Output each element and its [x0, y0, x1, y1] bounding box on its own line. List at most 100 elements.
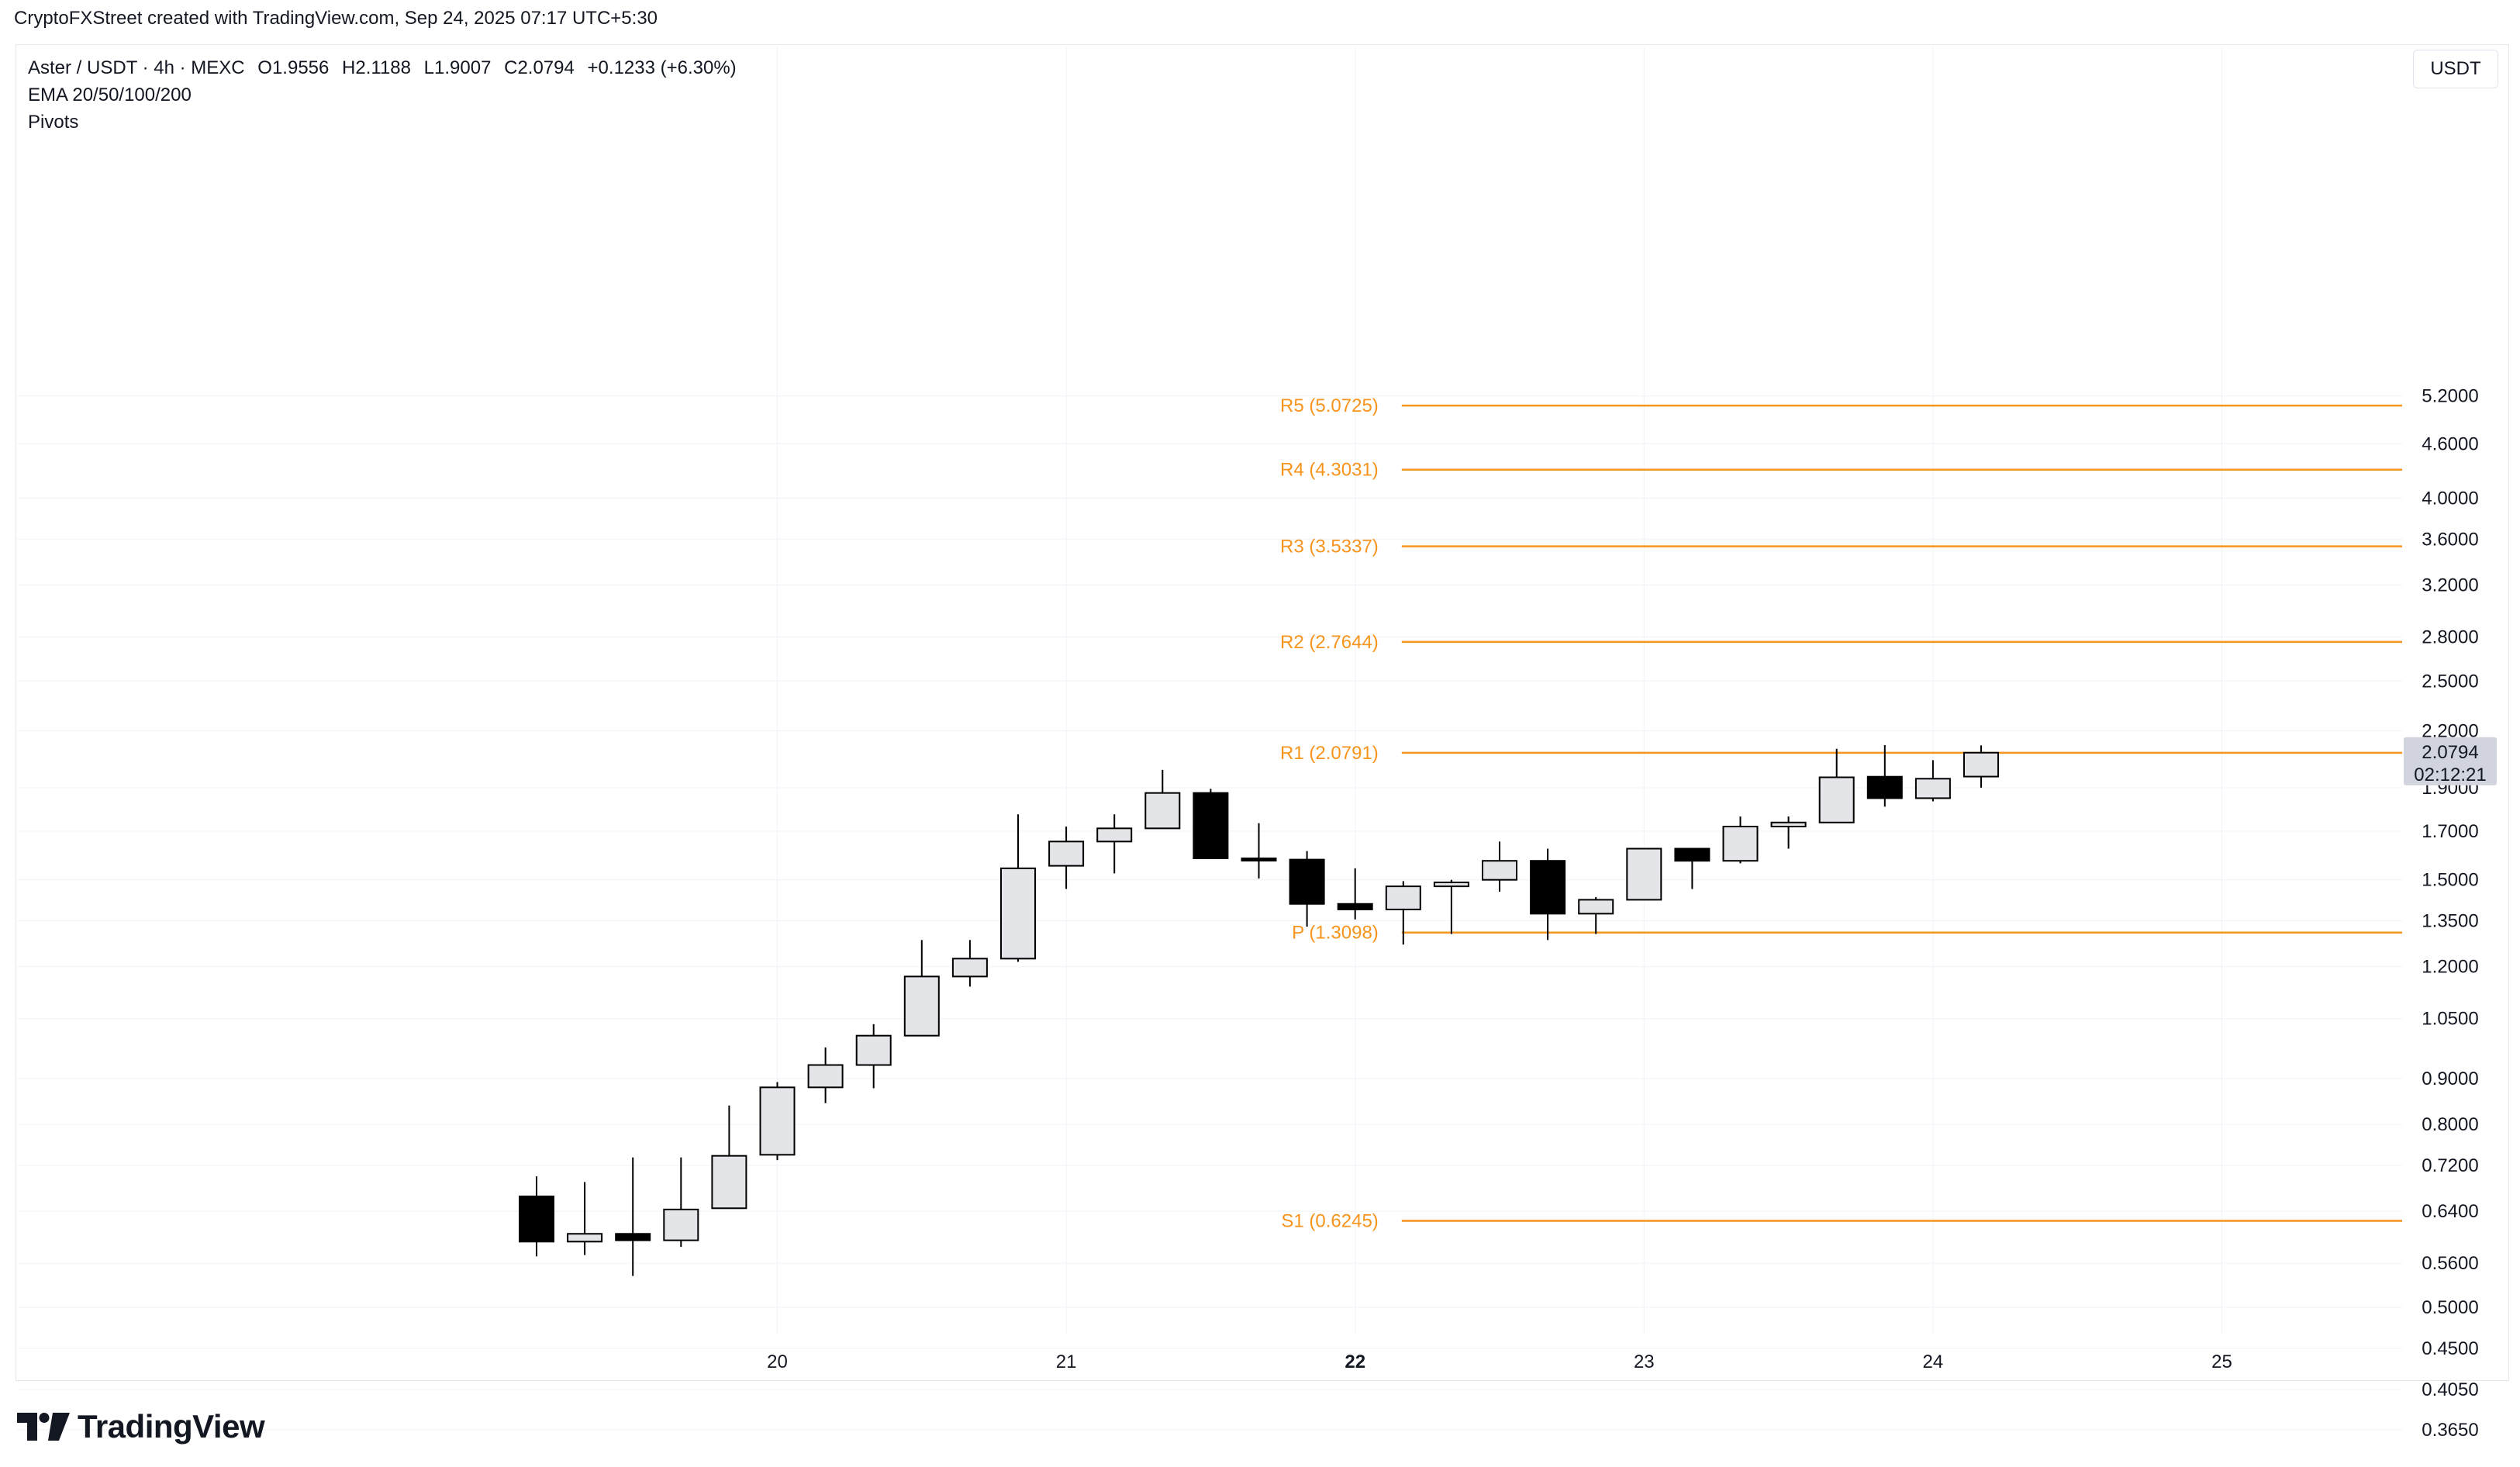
chart-frame[interactable]	[16, 44, 2509, 1381]
candle-body	[1578, 899, 1614, 915]
time-tick-label: 20	[767, 1351, 788, 1372]
candle-body	[1963, 751, 1999, 778]
candle-body	[1096, 827, 1133, 843]
price-tick-label: 1.5000	[2422, 870, 2478, 891]
price-tick-label: 0.5600	[2422, 1253, 2478, 1274]
candle-body	[903, 975, 940, 1037]
price-tick-label: 2.8000	[2422, 626, 2478, 647]
currency-button[interactable]: USDT	[2413, 50, 2498, 88]
candle-body	[807, 1064, 844, 1089]
candle	[1866, 745, 1903, 807]
price-tick-label: 0.9000	[2422, 1068, 2478, 1089]
candle	[1770, 816, 1807, 849]
candle-body	[1866, 775, 1903, 799]
close-value: C2.0794	[504, 57, 575, 78]
symbol-label[interactable]: Aster / USDT · 4h · MEXC	[28, 57, 245, 78]
indicator-pivots-label[interactable]: Pivots	[28, 112, 79, 133]
candle	[519, 1176, 554, 1257]
candle	[1144, 769, 1181, 830]
candle-body	[1048, 841, 1085, 867]
pivot-levels: R5 (5.0725) R4 (4.3031) R3 (3.5337) R2 (2.7…	[1280, 395, 2402, 1232]
countdown-value: 02:12:21	[2414, 765, 2486, 785]
pivot-label: R1 (2.0791)	[1280, 743, 1379, 764]
candle-body	[1000, 867, 1036, 960]
candles	[519, 745, 1999, 1276]
price-tick-label: 1.3500	[2422, 911, 2478, 932]
price-tick-label: 1.0500	[2422, 1009, 2478, 1030]
price-tick-label: 5.2000	[2422, 386, 2478, 407]
candle-body	[1241, 858, 1277, 862]
candle-body	[759, 1086, 796, 1156]
candle	[1385, 881, 1421, 945]
price-tick-label: 0.5000	[2422, 1297, 2478, 1318]
candle	[951, 940, 988, 987]
candle	[1241, 823, 1277, 879]
candle-body	[615, 1233, 651, 1241]
time-tick-label: 22	[1345, 1351, 1365, 1372]
candle-body	[663, 1208, 699, 1241]
candle	[1048, 826, 1085, 889]
last-price-box	[2404, 737, 2497, 785]
candle-body	[855, 1034, 892, 1066]
candle-body	[1818, 776, 1855, 823]
time-tick-label: 23	[1634, 1351, 1655, 1372]
candle-body	[1722, 825, 1759, 862]
candle-body	[951, 958, 988, 978]
candle	[1433, 879, 1469, 934]
price-tick-label: 1.2000	[2422, 957, 2478, 978]
time-tick-label: 21	[1056, 1351, 1077, 1372]
price-tick-label: 3.6000	[2422, 529, 2478, 550]
price-tick-label: 3.2000	[2422, 575, 2478, 595]
pivot-label: R3 (3.5337)	[1280, 537, 1379, 557]
candle	[759, 1082, 796, 1161]
pivot-label: P (1.3098)	[1292, 923, 1379, 944]
candle	[1578, 896, 1614, 934]
time-tick-label: 24	[1923, 1351, 1944, 1372]
candle	[1193, 789, 1229, 860]
pivot-label: S1 (0.6245)	[1281, 1211, 1378, 1232]
candle	[1914, 760, 1951, 802]
tradingview-logo[interactable]: TradingView	[17, 1408, 265, 1445]
candle-body	[711, 1155, 747, 1210]
price-tick-label: 0.4500	[2422, 1338, 2478, 1359]
time-axis: 20 21 22 23 24 25	[767, 1351, 2232, 1372]
chart-legend: Aster / USDT · 4h · MEXC O1.9556 H2.1188…	[28, 54, 744, 136]
candle-body	[1193, 792, 1229, 860]
candle	[1289, 851, 1325, 927]
last-price-value: 2.0794	[2422, 742, 2478, 763]
candle-body	[1626, 847, 1662, 901]
price-tick-label: 0.8000	[2422, 1114, 2478, 1135]
candle	[1482, 841, 1517, 892]
time-tick-label: 25	[2211, 1351, 2232, 1372]
candle	[615, 1157, 651, 1276]
pivot-label: R4 (4.3031)	[1280, 460, 1379, 481]
price-tick-label: 1.7000	[2422, 821, 2478, 842]
attribution-text: CryptoFXStreet created with TradingView.…	[14, 8, 658, 29]
candle	[903, 940, 940, 1037]
candle-body	[1674, 847, 1710, 862]
candle	[855, 1023, 892, 1089]
candle	[567, 1182, 603, 1255]
indicator-ema-label[interactable]: EMA 20/50/100/200	[28, 85, 192, 105]
candle	[1530, 848, 1566, 941]
candle	[1337, 868, 1373, 920]
price-axis: 5.2000 4.6000 4.0000 3.6000 3.2000 2.8000 2.50…	[2422, 386, 2478, 1441]
candle	[1818, 748, 1855, 823]
pivot-label: R2 (2.7644)	[1280, 632, 1379, 653]
legend-ohlc-row: Aster / USDT · 4h · MEXC O1.9556 H2.1188…	[28, 54, 744, 81]
open-value: O1.9556	[257, 57, 330, 78]
change-value: +0.1233 (+6.30%)	[587, 57, 737, 78]
candle	[663, 1157, 699, 1248]
tradingview-logo-icon	[17, 1413, 70, 1441]
candle-body	[1530, 860, 1566, 915]
grid-lines	[17, 47, 2402, 1431]
candle	[711, 1105, 747, 1210]
pivot-label: R5 (5.0725)	[1280, 395, 1379, 416]
candle-body	[1385, 885, 1421, 910]
candle-body	[1289, 858, 1325, 905]
candle	[807, 1047, 844, 1103]
price-tick-label: 4.0000	[2422, 488, 2478, 509]
candle	[1626, 847, 1662, 901]
